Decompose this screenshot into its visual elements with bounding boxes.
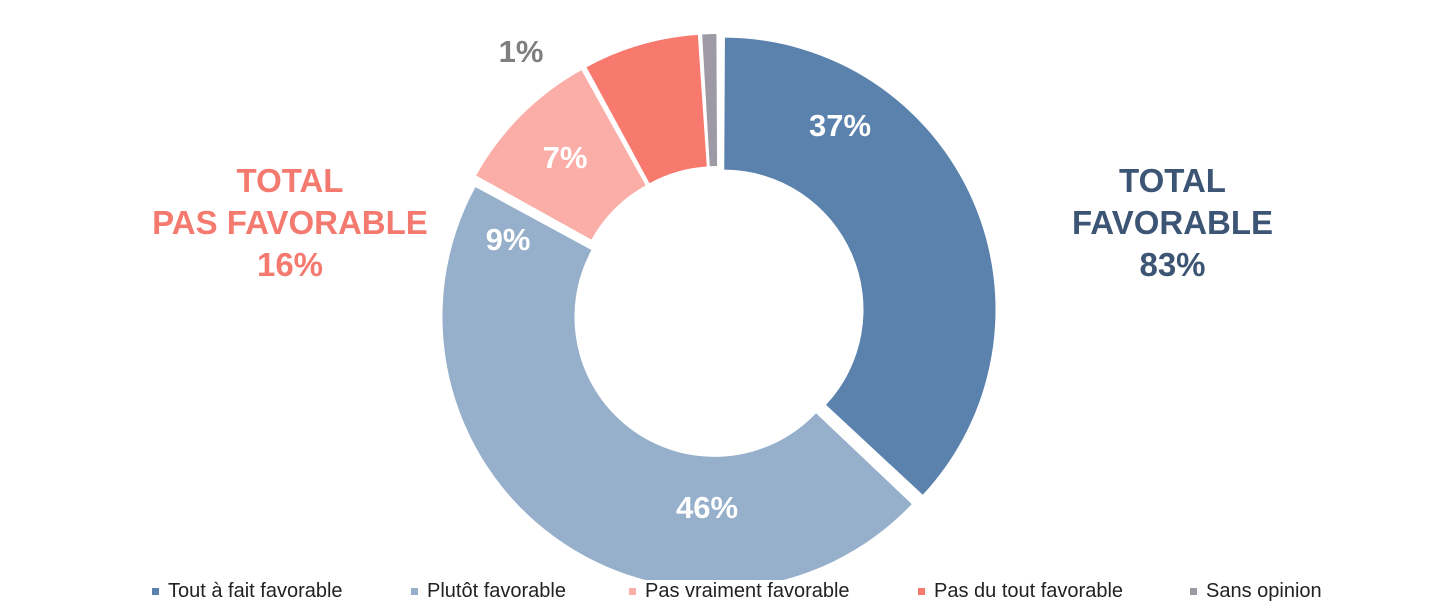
legend-item: Plutôt favorable — [411, 580, 566, 603]
legend-item: Pas vraiment favorable — [629, 580, 850, 603]
legend-swatch — [152, 588, 159, 595]
chart-legend: Tout à fait favorable Plutôt favorable Pas… — [0, 580, 1455, 606]
total-pas-favorable: TOTAL PAS FAVORABLE 16% — [140, 160, 440, 286]
legend-label: Plutôt favorable — [427, 580, 566, 602]
total-favorable-line2: FAVORABLE — [1071, 204, 1274, 241]
donut-chart: 37% 46% 9% 7% 1% — [442, 34, 996, 580]
legend-swatch — [411, 588, 418, 595]
total-favorable-line1: TOTAL — [1119, 162, 1226, 199]
slice-label: 46% — [676, 490, 738, 525]
legend-swatch — [1190, 588, 1197, 595]
legend-item: Sans opinion — [1190, 580, 1322, 603]
slice-label: 7% — [543, 140, 588, 175]
legend-label: Sans opinion — [1206, 580, 1322, 602]
total-favorable-value: 83% — [1139, 246, 1206, 283]
legend-swatch — [918, 588, 925, 595]
donut-slice-sans-opinion — [702, 34, 718, 167]
donut-slice-plut-t-favorable — [442, 187, 912, 580]
slice-label: 1% — [499, 34, 544, 69]
legend-swatch — [629, 588, 636, 595]
donut-slice-tout-fait-favorable — [724, 37, 996, 495]
total-pas-favorable-line1: TOTAL — [236, 162, 344, 199]
legend-item: Pas du tout favorable — [918, 580, 1123, 603]
legend-item: Tout à fait favorable — [152, 580, 343, 603]
legend-label: Pas vraiment favorable — [645, 580, 850, 602]
slice-label: 9% — [486, 222, 531, 257]
total-pas-favorable-value: 16% — [256, 246, 324, 283]
donut-slice-pas-vraiment-favorable — [476, 70, 646, 240]
slice-label: 37% — [809, 108, 871, 143]
total-pas-favorable-line2: PAS FAVORABLE — [152, 204, 428, 241]
donut-slice-pas-du-tout-favorable — [586, 34, 707, 184]
legend-label: Tout à fait favorable — [168, 580, 343, 602]
legend-label: Pas du tout favorable — [934, 580, 1124, 602]
total-favorable: TOTAL FAVORABLE 83% — [1040, 160, 1305, 286]
